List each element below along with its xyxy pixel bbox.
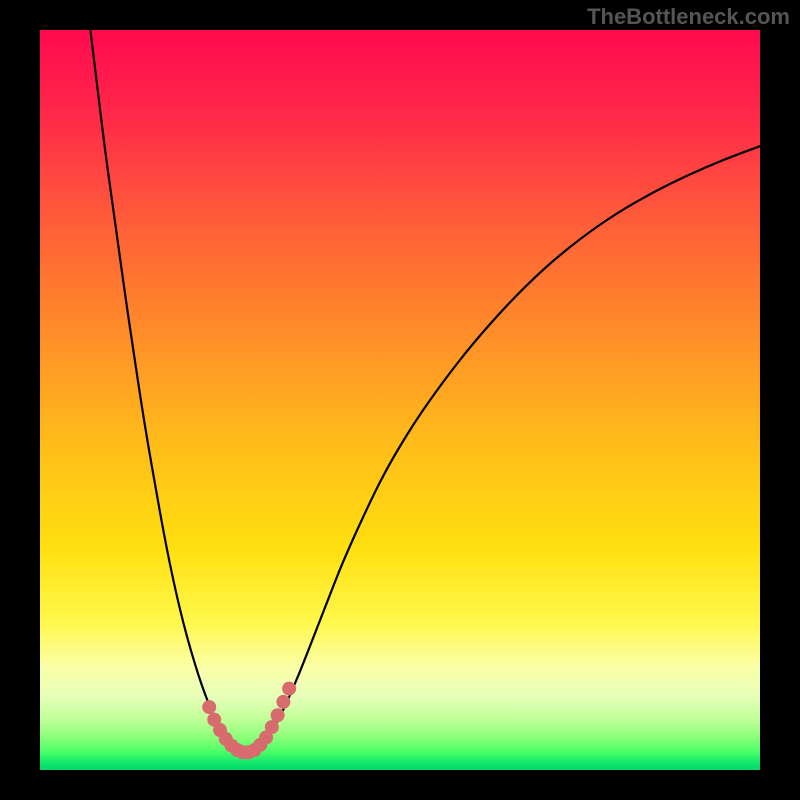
gradient-background (40, 30, 760, 770)
highlight-marker (282, 682, 296, 696)
highlight-marker (202, 700, 216, 714)
plot-svg (40, 30, 760, 770)
watermark-text: TheBottleneck.com (587, 4, 790, 30)
highlight-marker (276, 695, 290, 709)
chart-frame: TheBottleneck.com (0, 0, 800, 800)
highlight-marker (271, 708, 285, 722)
plot-area (40, 30, 760, 770)
